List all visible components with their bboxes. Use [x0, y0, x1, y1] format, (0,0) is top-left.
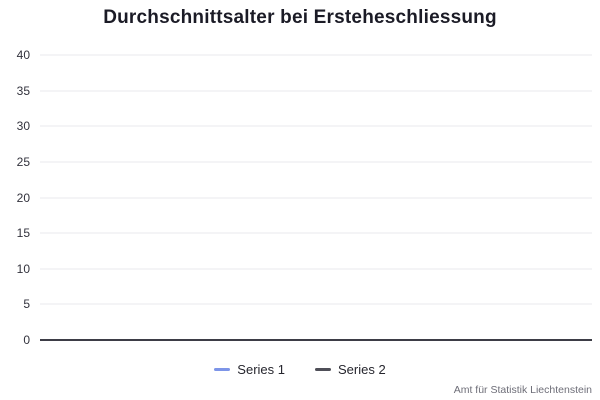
y-tick-label: 30 — [16, 119, 30, 134]
y-tick-label: 0 — [23, 333, 30, 347]
series-2-line-marker — [315, 367, 331, 371]
gridline — [40, 125, 592, 127]
plot-area: 0 5 10 15 20 25 30 35 40 — [17, 49, 592, 346]
y-tick-label: 20 — [16, 190, 30, 205]
gridline — [40, 232, 592, 234]
y-tick-label: 15 — [16, 226, 30, 241]
legend: Series 1 Series 2 — [0, 360, 600, 378]
gridline — [40, 54, 592, 56]
gridline — [40, 197, 592, 198]
chart-title: Durchschnittsalter bei Ersteheschliessun… — [103, 7, 497, 28]
gridline — [40, 303, 592, 305]
gridline — [40, 161, 592, 163]
y-tick-label: 40 — [16, 48, 30, 62]
gridline — [40, 90, 592, 92]
series-1-line-marker — [214, 367, 231, 371]
legend-item-series-1[interactable]: Series 1 — [214, 363, 285, 376]
y-tick-label: 10 — [16, 261, 30, 276]
x-axis-line — [40, 339, 592, 341]
y-tick-label: 25 — [16, 154, 30, 169]
source-credit: Amt für Statistik Liechtenstein — [453, 384, 592, 396]
legend-item-series-2[interactable]: Series 2 — [315, 363, 386, 376]
legend-label-series-1: Series 1 — [237, 361, 285, 377]
gridline — [40, 268, 592, 270]
y-tick-label: 35 — [16, 83, 30, 98]
legend-label-series-2: Series 2 — [338, 361, 386, 377]
y-tick-label: 5 — [23, 297, 30, 312]
